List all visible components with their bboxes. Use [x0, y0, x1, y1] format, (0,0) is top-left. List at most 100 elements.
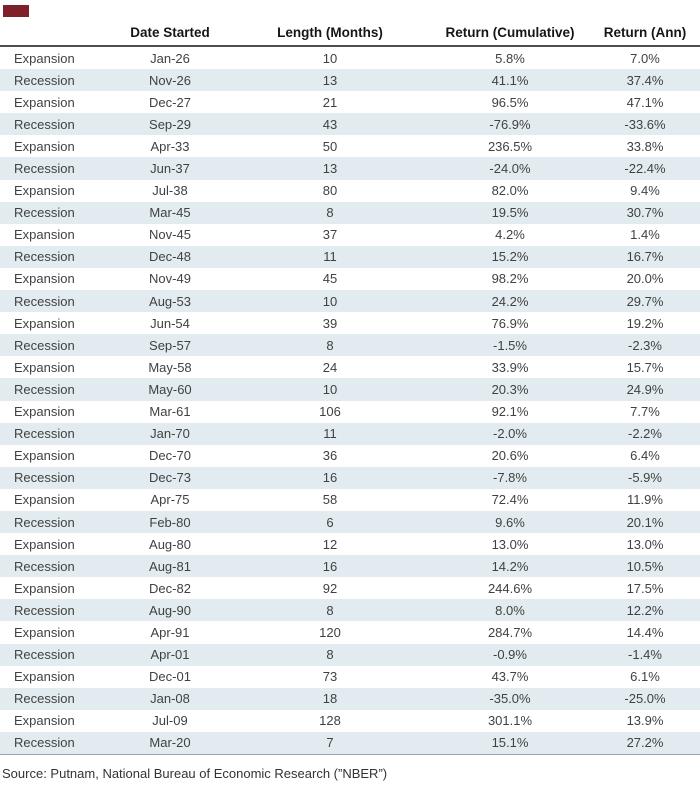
cycle-type: Expansion: [14, 183, 75, 199]
return-cumulative: -0.9%: [493, 647, 527, 663]
return-cumulative: 284.7%: [487, 624, 533, 640]
length-months: 16: [322, 470, 338, 486]
cycle-type: Recession: [14, 426, 75, 442]
date-started: Mar-61: [149, 404, 191, 420]
length-months: 10: [322, 381, 338, 397]
length-months: 8: [326, 337, 334, 353]
return-ann: 9.4%: [630, 183, 660, 199]
cycle-type: Recession: [14, 205, 75, 221]
date-started: Apr-33: [150, 138, 190, 154]
cycle-type: Recession: [14, 514, 75, 530]
cycle-type: Recession: [14, 381, 75, 397]
table-row: Recession Jan-70 11 -2.0% -2.2%: [0, 422, 700, 445]
return-cumulative: -7.8%: [493, 470, 527, 486]
length-months: 8: [326, 647, 334, 663]
return-ann: -25.0%: [624, 691, 666, 707]
header-date-started: Date Started: [130, 25, 210, 40]
table-row: Recession May-60 10 20.3% 24.9%: [0, 378, 700, 401]
cycle-type: Recession: [14, 470, 75, 486]
date-started: Apr-91: [150, 624, 190, 640]
table-row: Expansion Dec-70 36 20.6% 6.4%: [0, 445, 700, 467]
return-ann: 19.2%: [626, 315, 664, 331]
return-cumulative: -24.0%: [489, 161, 531, 177]
return-cumulative: 5.8%: [495, 50, 525, 66]
table-row: Recession Dec-48 11 15.2% 16.7%: [0, 245, 700, 268]
table-row: Expansion Nov-49 45 98.2% 20.0%: [0, 268, 700, 290]
return-cumulative: 4.2%: [495, 227, 525, 243]
table-row: Recession Sep-29 43 -76.9% -33.6%: [0, 113, 700, 136]
table-row: Recession Jan-08 18 -35.0% -25.0%: [0, 687, 700, 710]
cycle-type: Recession: [14, 72, 75, 88]
expansion-recession-table: Date Started Length (Months) Return (Cum…: [0, 20, 700, 755]
cycle-type: Expansion: [14, 713, 75, 729]
table-row: Recession Jun-37 13 -24.0% -22.4%: [0, 157, 700, 180]
return-cumulative: 8.0%: [495, 602, 525, 618]
date-started: Jan-70: [150, 426, 190, 442]
date-started: Sep-57: [149, 337, 191, 353]
return-ann: 20.0%: [626, 271, 664, 287]
return-ann: 7.7%: [630, 404, 660, 420]
return-ann: 1.4%: [630, 227, 660, 243]
length-months: 43: [322, 116, 338, 132]
return-cumulative: 20.6%: [491, 448, 529, 464]
table-row: Expansion Dec-01 73 43.7% 6.1%: [0, 666, 700, 688]
brand-mark: [3, 5, 29, 17]
date-started: Dec-82: [149, 580, 191, 596]
return-ann: 24.9%: [626, 381, 664, 397]
header-return-ann: Return (Ann): [603, 25, 687, 40]
length-months: 24: [322, 359, 338, 375]
length-months: 37: [322, 227, 338, 243]
cycle-type: Expansion: [14, 492, 75, 508]
return-cumulative: -2.0%: [493, 426, 527, 442]
date-started: Apr-75: [150, 492, 190, 508]
length-months: 36: [322, 448, 338, 464]
length-months: 10: [322, 293, 338, 309]
return-cumulative: 76.9%: [491, 315, 529, 331]
length-months: 12: [322, 536, 338, 552]
return-cumulative: 33.9%: [491, 359, 529, 375]
return-ann: 13.9%: [626, 713, 664, 729]
date-started: Apr-01: [150, 647, 190, 663]
return-ann: 47.1%: [626, 94, 664, 110]
table-row: Expansion Dec-82 92 244.6% 17.5%: [0, 577, 700, 599]
return-ann: -5.9%: [628, 470, 662, 486]
cycle-type: Expansion: [14, 404, 75, 420]
return-ann: 6.4%: [630, 448, 660, 464]
table-row: Recession Aug-81 16 14.2% 10.5%: [0, 555, 700, 578]
table-row: Recession Sep-57 8 -1.5% -2.3%: [0, 334, 700, 357]
cycle-type: Recession: [14, 337, 75, 353]
length-months: 8: [326, 602, 334, 618]
return-ann: 15.7%: [626, 359, 664, 375]
length-months: 13: [322, 161, 338, 177]
date-started: Dec-27: [149, 94, 191, 110]
cycle-type: Recession: [14, 602, 75, 618]
cycle-type: Expansion: [14, 138, 75, 154]
cycle-type: Expansion: [14, 448, 75, 464]
return-ann: 13.0%: [626, 536, 664, 552]
length-months: 120: [319, 624, 341, 640]
return-ann: 11.9%: [627, 492, 663, 508]
source-note: Source: Putnam, National Bureau of Econo…: [2, 766, 388, 781]
return-cumulative: 15.2%: [491, 249, 529, 265]
return-cumulative: 301.1%: [487, 713, 533, 729]
return-cumulative: 41.1%: [491, 72, 529, 88]
table-row: Recession Aug-53 10 24.2% 29.7%: [0, 290, 700, 313]
date-started: Jan-08: [150, 691, 190, 707]
table-row: Recession Apr-01 8 -0.9% -1.4%: [0, 643, 700, 666]
table-body: Expansion Jan-26 10 5.8% 7.0% Recession Nov-26…: [0, 47, 700, 755]
length-months: 39: [322, 315, 338, 331]
header-length-months: Length (Months): [277, 25, 383, 40]
length-months: 8: [326, 205, 334, 221]
cycle-type: Expansion: [14, 50, 75, 66]
table-row: Recession Aug-90 8 8.0% 12.2%: [0, 599, 700, 622]
table-row: Expansion Dec-27 21 96.5% 47.1%: [0, 91, 700, 113]
length-months: 92: [322, 580, 338, 596]
return-ann: 27.2%: [626, 735, 664, 751]
date-started: Jan-26: [150, 50, 190, 66]
return-cumulative: 14.2%: [491, 558, 529, 574]
cycle-type: Expansion: [14, 271, 75, 287]
table-row: Recession Nov-26 13 41.1% 37.4%: [0, 69, 700, 92]
length-months: 18: [322, 691, 338, 707]
return-ann: -22.4%: [624, 161, 666, 177]
length-months: 11: [323, 249, 337, 265]
